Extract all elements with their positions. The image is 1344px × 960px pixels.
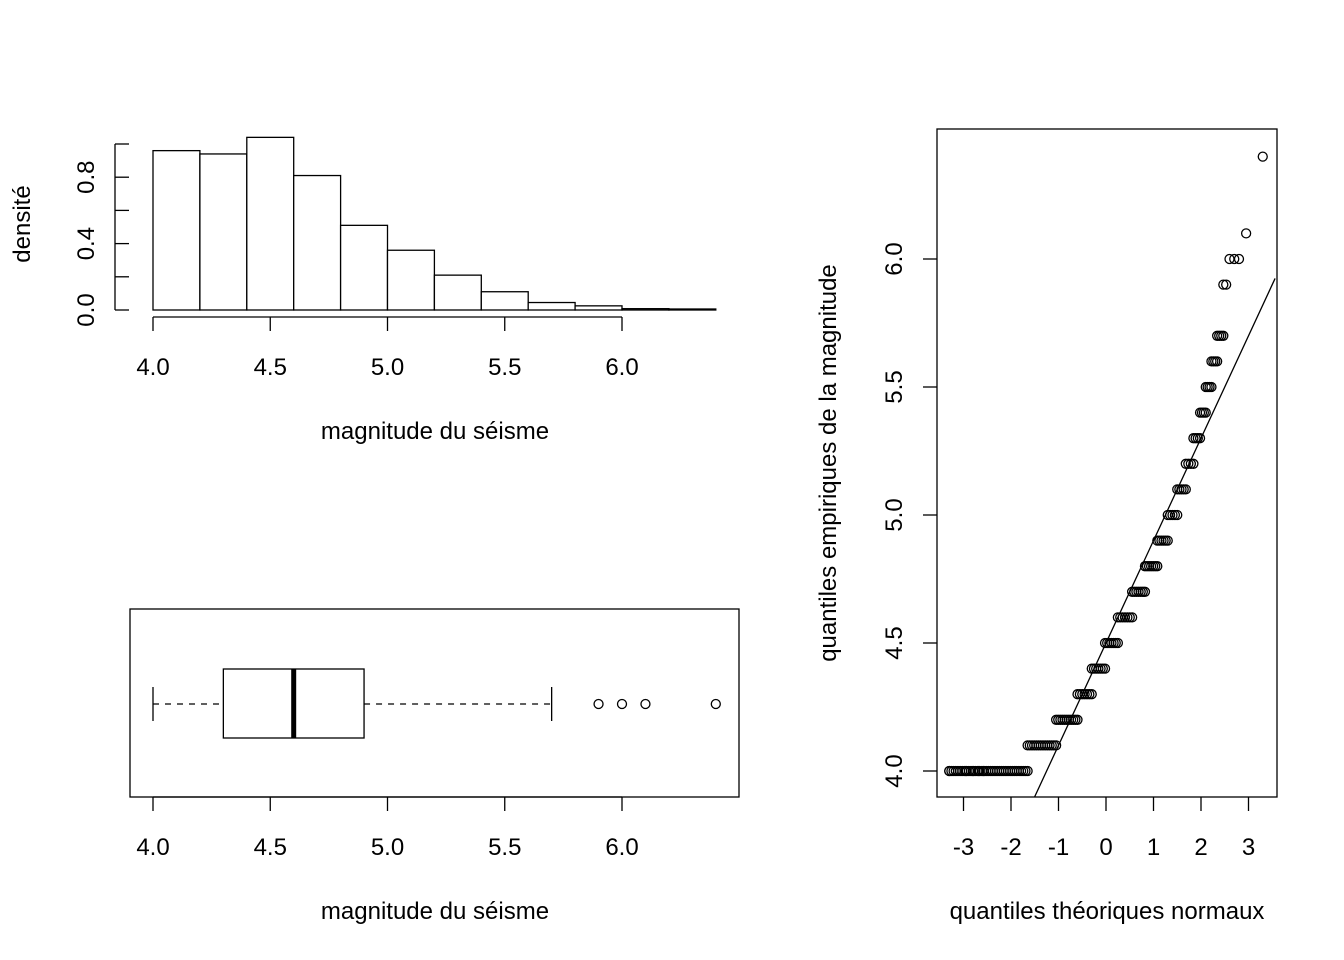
qqplot-point <box>1218 279 1229 290</box>
histogram-x-tick-label: 4.0 <box>136 354 169 381</box>
qqplot-point <box>978 765 989 777</box>
qqplot-point <box>1099 663 1111 674</box>
qqplot-y-tick-label: 4.0 <box>881 754 908 787</box>
qqplot-point <box>1180 484 1191 495</box>
boxplot-x-tick-label: 6.0 <box>605 834 638 861</box>
qqplot-point <box>1221 279 1232 290</box>
qqplot-y-tick-label: 6.0 <box>881 242 908 275</box>
qqplot-point <box>1126 612 1138 623</box>
qqplot-point <box>944 765 955 777</box>
histogram-bar <box>386 249 436 311</box>
boxplot-x-tick-label: 5.0 <box>371 834 404 861</box>
qqplot-point <box>1233 253 1245 265</box>
qqplot-point <box>1206 381 1217 393</box>
boxplot-outlier <box>593 698 604 710</box>
qqplot-point <box>1185 458 1197 469</box>
qqplot-point <box>967 765 979 777</box>
histogram-x-axis-label: magnitude du séisme <box>321 418 549 445</box>
qqplot-x-axis-label: quantiles théoriques normaux <box>950 898 1265 925</box>
boxplot-x-axis-label: magnitude du séisme <box>321 898 549 925</box>
boxplot-outlier <box>640 698 651 710</box>
qqplot-y-tick-label: 4.5 <box>881 626 908 659</box>
qqplot-frame <box>936 128 1278 798</box>
qqplot-y-axis-label: quantiles empiriques de la magnitude <box>815 264 842 662</box>
qqplot-point <box>1139 586 1151 597</box>
histogram-x-tick-label: 6.0 <box>605 354 638 381</box>
qqplot-point <box>1086 689 1097 700</box>
qqplot-y-ticks: 4.0 4.5 5.0 5.5 6.0 <box>881 242 937 788</box>
boxplot-x-ticks: 4.0 4.5 5.0 5.5 6.0 <box>136 797 639 861</box>
histogram-bar <box>199 153 248 311</box>
histogram-bar <box>480 291 529 311</box>
qqplot-y-tick-label: 5.0 <box>881 498 908 531</box>
boxplot-marks <box>152 668 721 739</box>
qqplot-x-tick-label: -3 <box>953 834 974 861</box>
qqplot-point <box>960 765 972 777</box>
qqplot-point <box>1194 433 1206 444</box>
qqplot-x-tick-label: 3 <box>1242 834 1255 861</box>
histogram-x-tick-label: 5.5 <box>488 354 521 381</box>
qqplot-x-tick-label: -2 <box>1000 834 1021 861</box>
histogram-x-tick-label: 4.5 <box>254 354 287 381</box>
boxplot-x-tick-label: 4.0 <box>136 834 169 861</box>
boxplot-panel: 4.0 4.5 5.0 5.5 6.0 magnitude du séisme <box>129 608 740 925</box>
qqplot-point <box>1072 714 1083 725</box>
qqplot-point <box>1183 458 1194 469</box>
qqplot-point <box>1257 151 1268 162</box>
histogram-bar <box>152 149 201 311</box>
qqplot-x-ticks: -3 -2 -1 0 1 2 3 <box>953 797 1255 861</box>
histogram-bar <box>668 308 717 311</box>
histogram-y-ticks: 0.0 0.4 0.8 <box>73 143 129 327</box>
histogram-bar <box>293 174 342 311</box>
histogram-bar <box>527 301 576 311</box>
histogram-y-tick-label: 0.8 <box>73 161 100 194</box>
boxplot-outlier <box>710 698 721 710</box>
histogram-bar <box>433 274 482 311</box>
boxplot-x-tick-label: 4.5 <box>254 834 287 861</box>
qqplot-point <box>973 765 984 777</box>
qqplot-point <box>1152 561 1163 572</box>
qqplot-point <box>1162 535 1173 546</box>
qqplot-x-tick-label: 1 <box>1147 834 1160 861</box>
qqplot-point <box>1172 509 1183 521</box>
qqplot-point <box>1229 253 1240 265</box>
qqplot-point <box>1112 637 1124 649</box>
histogram-panel: 0.0 0.4 0.8 4.0 4.5 5.0 5.5 6.0 magnitude du s… <box>9 136 717 445</box>
histogram-bar <box>574 305 623 311</box>
boxplot-outlier <box>616 698 628 710</box>
qqplot-point <box>1022 765 1033 777</box>
histogram-bar <box>246 136 295 311</box>
qqplot-point <box>1180 458 1191 469</box>
histogram-y-tick-label: 0.4 <box>73 227 100 260</box>
qqplot-point <box>1218 330 1229 341</box>
qqplot-panel: -3 -2 -1 0 1 2 3 4.0 4.5 5.0 5.5 6.0 quantiles thé… <box>815 128 1278 925</box>
histogram-bar <box>339 224 389 311</box>
qqplot-x-tick-label: -1 <box>1048 834 1069 861</box>
histogram-x-ticks: 4.0 4.5 5.0 5.5 6.0 <box>136 317 639 381</box>
qqplot-point <box>1212 356 1223 367</box>
boxplot-x-tick-label: 5.5 <box>488 834 521 861</box>
histogram-bars <box>152 136 717 311</box>
histogram-x-tick-label: 5.0 <box>371 354 404 381</box>
qqplot-x-tick-label: 0 <box>1099 834 1112 861</box>
qqplot-point <box>1200 407 1211 418</box>
histogram-y-axis-label: densité <box>9 185 36 262</box>
qqplot-points <box>944 151 1276 797</box>
qqplot-x-tick-label: 2 <box>1194 834 1207 861</box>
qqplot-point <box>1240 228 1252 239</box>
qqplot-point <box>1188 458 1199 469</box>
histogram-y-tick-label: 0.0 <box>73 293 100 326</box>
qqplot-point <box>1050 740 1062 751</box>
histogram-bar <box>621 308 670 311</box>
qqplot-reference-line <box>1033 278 1276 797</box>
qqplot-y-tick-label: 5.5 <box>881 370 908 403</box>
